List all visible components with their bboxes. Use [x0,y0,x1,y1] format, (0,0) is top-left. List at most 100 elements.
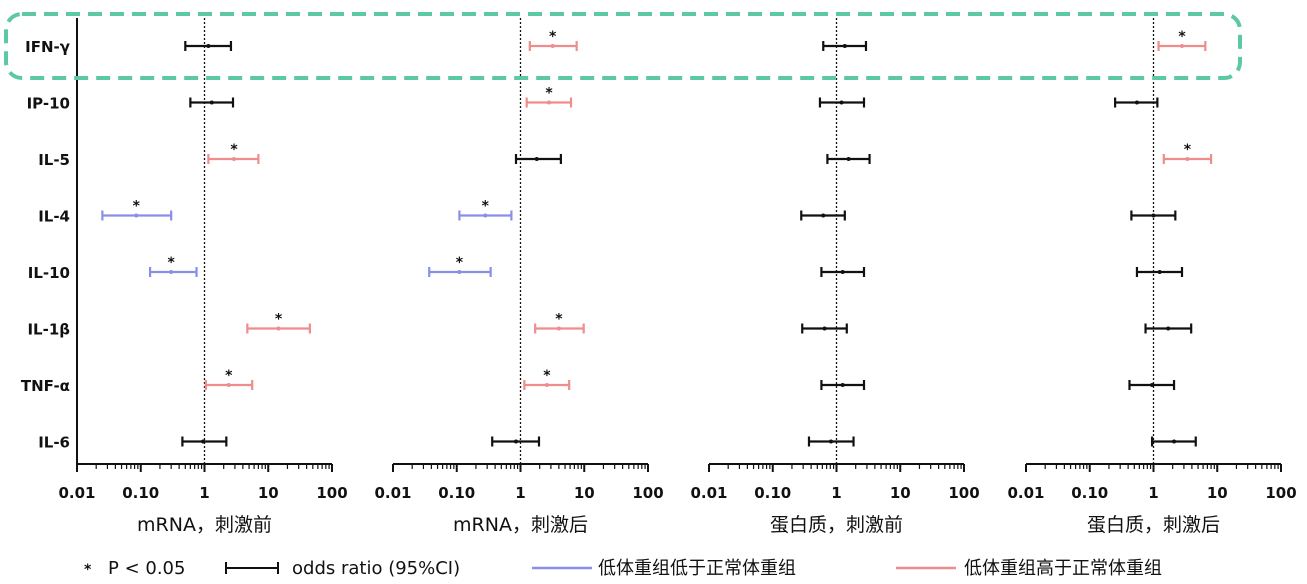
estimate-il-6 [491,436,541,447]
point-estimate [1134,100,1139,105]
estimate-ifn-gamma [184,41,233,51]
estimate-tnf-alpha [1128,380,1176,390]
x-axis-label: 蛋白质，刺激前 [770,514,903,536]
point-estimate [556,326,561,331]
estimate-il-10: * [428,255,492,277]
row-label-il-1beta: IL-1β [27,321,70,339]
point-estimate [550,44,555,48]
x-tick-label: 1 [199,484,209,502]
point-estimate [544,383,549,387]
point-estimate [822,326,827,331]
estimate-ip-10 [189,97,235,108]
estimate-il-4 [1130,210,1177,221]
x-tick-label: 100 [948,484,979,502]
estimate-il-1beta [1144,323,1193,334]
estimate-ip-10: * [525,86,573,108]
estimate-il-5: * [207,142,260,164]
estimate-il-4: * [458,199,513,221]
row-labels: IFN-γ IP-10 IL-5 IL-4 IL-10 IL-1β TNF-α IL-6 [21,38,70,452]
legend-ci-symbol [225,562,279,574]
significance-star: * [543,368,551,384]
point-estimate [846,157,851,161]
estimate-ifn-gamma: * [528,29,578,51]
significance-star: * [555,312,563,328]
estimate-ifn-gamma [822,41,868,51]
x-tick-label: 0.01 [690,484,727,502]
x-tick-label: 0.10 [1071,484,1108,502]
x-tick-label: 10 [574,484,595,502]
legend-ci-label: odds ratio (95%CI) [292,558,460,579]
point-estimate [534,157,539,161]
x-tick-label: 1 [831,484,841,502]
estimate-tnf-alpha [820,380,866,390]
x-tick-label: 1 [1148,484,1158,502]
point-estimate [842,44,847,48]
point-estimate [840,383,845,387]
estimate-il-5: * [1162,142,1213,164]
point-estimate [134,213,139,218]
significance-star: * [230,142,238,158]
point-estimate [1150,383,1155,387]
point-estimate [1172,439,1177,444]
point-estimate [839,100,844,105]
estimate-ifn-gamma: * [1157,29,1207,51]
x-tick-label: 10 [1207,484,1228,502]
estimate-il-4 [800,210,846,221]
significance-star: * [456,255,464,271]
significance-star: * [225,368,233,384]
estimate-il-10: * [148,255,198,277]
point-estimate [276,326,281,331]
x-tick-label: 10 [258,484,279,502]
row-label-il-4: IL-4 [38,208,70,226]
significance-star: * [549,29,557,45]
point-estimate [169,270,174,274]
panel-3: 0.01 0.10 1 10 100 蛋白质，刺激前 [690,18,980,536]
point-estimate [457,270,462,274]
estimate-ip-10 [1114,97,1159,108]
row-label-il-5: IL-5 [38,151,70,169]
x-tick-label: 0.01 [374,484,411,502]
significance-star: * [1184,142,1192,158]
estimate-il-1beta: * [534,312,585,334]
significance-star: * [1178,29,1186,45]
legend-low-label: 低体重组低于正常体重组 [598,558,796,579]
point-estimate [231,157,236,161]
estimate-il-6 [181,436,228,447]
x-tick-label: 0.10 [438,484,475,502]
estimate-il-1beta [801,323,848,334]
point-estimate [201,439,206,444]
x-tick-label: 1 [515,484,525,502]
x-tick-label: 0.01 [1007,484,1044,502]
point-estimate [1151,213,1156,218]
point-estimate [547,100,552,105]
row-label-ifn-gamma: IFN-γ [25,38,70,56]
row-label-tnf-alpha: TNF-α [21,377,70,395]
point-estimate [209,100,214,105]
x-tick-label: 0.10 [122,484,159,502]
estimate-tnf-alpha: * [523,368,571,390]
legend-star-label: P < 0.05 [108,558,185,579]
estimate-tnf-alpha: * [204,368,254,390]
estimate-il-6 [1150,436,1197,447]
x-axis-label: 蛋白质，刺激后 [1087,514,1220,536]
point-estimate [483,213,488,218]
point-estimate [821,213,826,218]
estimate-il-4: * [101,199,173,221]
x-tick-label: 10 [890,484,911,502]
significance-star: * [168,255,176,271]
significance-star: * [545,86,553,102]
point-estimate [1166,326,1171,331]
x-tick-label: 100 [1265,484,1296,502]
row-label-ip-10: IP-10 [27,95,70,113]
x-tick-label: 0.01 [58,484,95,502]
estimate-il-5 [514,154,562,164]
significance-star: * [482,199,490,215]
panel-1: 0.01 0.10 1 10 100 mRNA，刺激前 * * * * * [58,18,348,536]
estimate-il-10 [1135,267,1184,277]
x-tick-label: 100 [316,484,347,502]
point-estimate [1185,157,1190,161]
point-estimate [1180,44,1185,48]
legend-star-symbol: * [84,562,92,578]
panel-2: 0.01 0.10 1 10 100 mRNA，刺激后 * * * * * * [374,18,664,536]
